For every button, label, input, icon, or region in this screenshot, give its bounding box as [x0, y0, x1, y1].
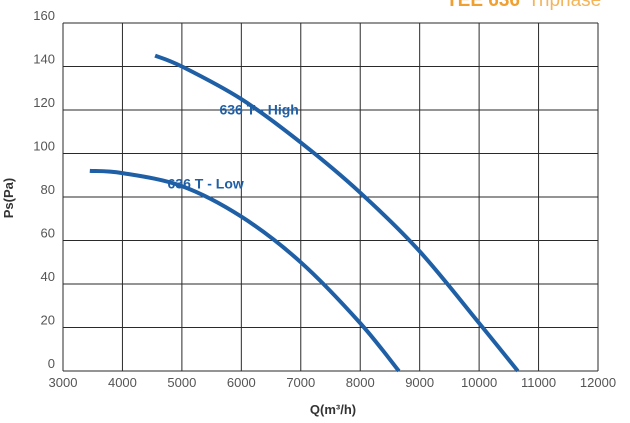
x-tick-label: 6000	[227, 375, 256, 390]
series-label-low: 636 T - Low	[168, 175, 244, 191]
y-tick-label: 160	[33, 8, 55, 23]
y-tick-label: 140	[33, 52, 55, 67]
x-tick-label: 10000	[461, 375, 497, 390]
x-axis-title: Q(m³/h)	[310, 402, 356, 417]
chart-series: 636 T - High 636 T - Low	[89, 53, 520, 373]
x-tick-label: 5000	[167, 375, 196, 390]
x-tick-label: 12000	[580, 375, 616, 390]
x-tick-label: 7000	[286, 375, 315, 390]
chart-grid	[62, 22, 599, 372]
y-tick-label: 100	[33, 139, 55, 154]
y-axis-title: Ps(Pa)	[1, 178, 16, 218]
chart-header-model: TEE 636	[446, 0, 520, 11]
y-tick-label: 80	[41, 182, 55, 197]
x-tick-label: 9000	[405, 375, 434, 390]
x-tick-label: 3000	[49, 375, 78, 390]
chart-tick-labels: 3000 4000 5000 6000 7000 8000 9000 10000 11000 12…	[33, 8, 616, 390]
x-tick-label: 8000	[346, 375, 375, 390]
series-label-high: 636 T - High	[219, 101, 298, 117]
series-line-high	[154, 53, 520, 373]
x-tick-label: 4000	[108, 375, 137, 390]
y-tick-label: 20	[41, 313, 55, 328]
y-tick-label: 120	[33, 95, 55, 110]
x-tick-label: 11000	[521, 375, 556, 390]
series-line-low	[89, 168, 401, 373]
y-tick-label: 0	[48, 356, 55, 371]
chart-header-phase: Triphase	[528, 0, 601, 11]
y-tick-label: 60	[41, 226, 55, 241]
y-tick-label: 40	[41, 269, 55, 284]
